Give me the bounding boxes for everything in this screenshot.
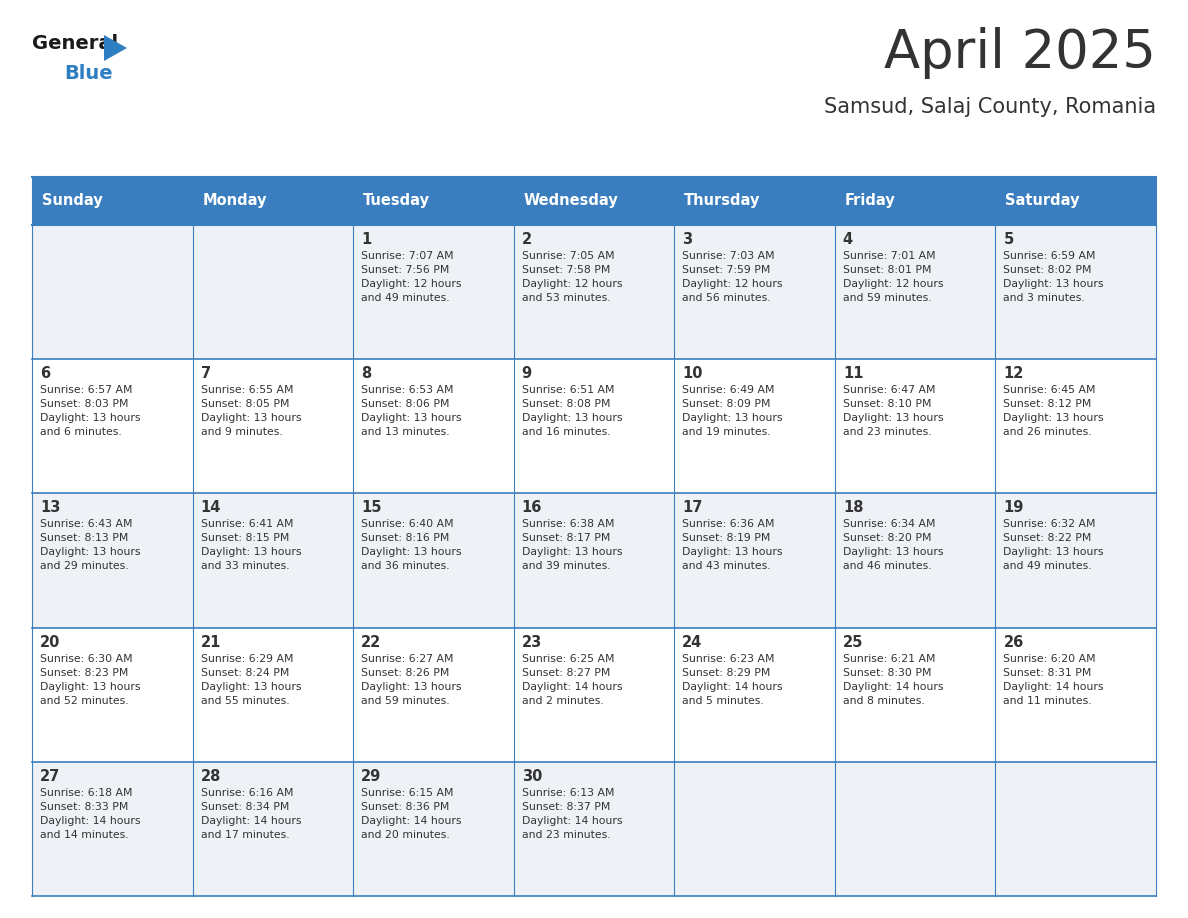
Text: 2: 2: [522, 232, 532, 247]
Text: 29: 29: [361, 768, 381, 784]
Text: Monday: Monday: [203, 194, 267, 208]
Text: 3: 3: [682, 232, 693, 247]
Text: Sunrise: 6:16 AM
Sunset: 8:34 PM
Daylight: 14 hours
and 17 minutes.: Sunrise: 6:16 AM Sunset: 8:34 PM Dayligh…: [201, 788, 301, 840]
Text: 22: 22: [361, 634, 381, 650]
Text: 8: 8: [361, 366, 372, 381]
Text: 25: 25: [842, 634, 864, 650]
Text: 11: 11: [842, 366, 864, 381]
Bar: [32, 493, 1156, 628]
Text: 23: 23: [522, 634, 542, 650]
Text: Sunrise: 6:47 AM
Sunset: 8:10 PM
Daylight: 13 hours
and 23 minutes.: Sunrise: 6:47 AM Sunset: 8:10 PM Dayligh…: [842, 386, 943, 437]
Text: 13: 13: [40, 500, 61, 515]
Text: Sunrise: 6:23 AM
Sunset: 8:29 PM
Daylight: 14 hours
and 5 minutes.: Sunrise: 6:23 AM Sunset: 8:29 PM Dayligh…: [682, 654, 783, 706]
Text: Sunrise: 6:13 AM
Sunset: 8:37 PM
Daylight: 14 hours
and 23 minutes.: Sunrise: 6:13 AM Sunset: 8:37 PM Dayligh…: [522, 788, 623, 840]
Text: Sunrise: 6:27 AM
Sunset: 8:26 PM
Daylight: 13 hours
and 59 minutes.: Sunrise: 6:27 AM Sunset: 8:26 PM Dayligh…: [361, 654, 462, 706]
Text: Saturday: Saturday: [1005, 194, 1080, 208]
Text: Sunrise: 6:40 AM
Sunset: 8:16 PM
Daylight: 13 hours
and 36 minutes.: Sunrise: 6:40 AM Sunset: 8:16 PM Dayligh…: [361, 520, 462, 571]
Text: Sunrise: 6:49 AM
Sunset: 8:09 PM
Daylight: 13 hours
and 19 minutes.: Sunrise: 6:49 AM Sunset: 8:09 PM Dayligh…: [682, 386, 783, 437]
Text: Sunrise: 6:41 AM
Sunset: 8:15 PM
Daylight: 13 hours
and 33 minutes.: Sunrise: 6:41 AM Sunset: 8:15 PM Dayligh…: [201, 520, 301, 571]
Text: 16: 16: [522, 500, 542, 515]
Text: Sunrise: 6:34 AM
Sunset: 8:20 PM
Daylight: 13 hours
and 46 minutes.: Sunrise: 6:34 AM Sunset: 8:20 PM Dayligh…: [842, 520, 943, 571]
Text: 1: 1: [361, 232, 372, 247]
Bar: [32, 225, 1156, 359]
Text: Sunrise: 6:38 AM
Sunset: 8:17 PM
Daylight: 13 hours
and 39 minutes.: Sunrise: 6:38 AM Sunset: 8:17 PM Dayligh…: [522, 520, 623, 571]
Text: Samsud, Salaj County, Romania: Samsud, Salaj County, Romania: [823, 97, 1156, 117]
Text: Sunrise: 6:25 AM
Sunset: 8:27 PM
Daylight: 14 hours
and 2 minutes.: Sunrise: 6:25 AM Sunset: 8:27 PM Dayligh…: [522, 654, 623, 706]
Text: Sunrise: 7:03 AM
Sunset: 7:59 PM
Daylight: 12 hours
and 56 minutes.: Sunrise: 7:03 AM Sunset: 7:59 PM Dayligh…: [682, 251, 783, 303]
Text: 10: 10: [682, 366, 703, 381]
Text: 26: 26: [1004, 634, 1024, 650]
Text: 18: 18: [842, 500, 864, 515]
Text: 17: 17: [682, 500, 702, 515]
Text: Sunrise: 6:59 AM
Sunset: 8:02 PM
Daylight: 13 hours
and 3 minutes.: Sunrise: 6:59 AM Sunset: 8:02 PM Dayligh…: [1004, 251, 1104, 303]
Text: Sunrise: 6:29 AM
Sunset: 8:24 PM
Daylight: 13 hours
and 55 minutes.: Sunrise: 6:29 AM Sunset: 8:24 PM Dayligh…: [201, 654, 301, 706]
Polygon shape: [105, 35, 127, 61]
Text: Sunrise: 7:07 AM
Sunset: 7:56 PM
Daylight: 12 hours
and 49 minutes.: Sunrise: 7:07 AM Sunset: 7:56 PM Dayligh…: [361, 251, 462, 303]
Text: 20: 20: [40, 634, 61, 650]
Text: 14: 14: [201, 500, 221, 515]
Text: Sunrise: 6:36 AM
Sunset: 8:19 PM
Daylight: 13 hours
and 43 minutes.: Sunrise: 6:36 AM Sunset: 8:19 PM Dayligh…: [682, 520, 783, 571]
Text: April 2025: April 2025: [884, 27, 1156, 79]
Text: 30: 30: [522, 768, 542, 784]
Text: Sunrise: 6:32 AM
Sunset: 8:22 PM
Daylight: 13 hours
and 49 minutes.: Sunrise: 6:32 AM Sunset: 8:22 PM Dayligh…: [1004, 520, 1104, 571]
Text: Sunrise: 6:21 AM
Sunset: 8:30 PM
Daylight: 14 hours
and 8 minutes.: Sunrise: 6:21 AM Sunset: 8:30 PM Dayligh…: [842, 654, 943, 706]
Text: 24: 24: [682, 634, 702, 650]
Bar: [32, 762, 1156, 896]
Text: Sunrise: 6:45 AM
Sunset: 8:12 PM
Daylight: 13 hours
and 26 minutes.: Sunrise: 6:45 AM Sunset: 8:12 PM Dayligh…: [1004, 386, 1104, 437]
Text: 15: 15: [361, 500, 381, 515]
Text: 12: 12: [1004, 366, 1024, 381]
Text: Friday: Friday: [845, 194, 896, 208]
Text: Tuesday: Tuesday: [364, 194, 430, 208]
Text: Wednesday: Wednesday: [524, 194, 619, 208]
Text: 7: 7: [201, 366, 210, 381]
Text: 21: 21: [201, 634, 221, 650]
Bar: [32, 177, 1156, 225]
Text: Sunday: Sunday: [42, 194, 102, 208]
Bar: [32, 628, 1156, 762]
Text: Sunrise: 6:57 AM
Sunset: 8:03 PM
Daylight: 13 hours
and 6 minutes.: Sunrise: 6:57 AM Sunset: 8:03 PM Dayligh…: [40, 386, 140, 437]
Text: General: General: [32, 34, 118, 53]
Text: Sunrise: 6:15 AM
Sunset: 8:36 PM
Daylight: 14 hours
and 20 minutes.: Sunrise: 6:15 AM Sunset: 8:36 PM Dayligh…: [361, 788, 462, 840]
Bar: [32, 359, 1156, 493]
Text: Sunrise: 6:53 AM
Sunset: 8:06 PM
Daylight: 13 hours
and 13 minutes.: Sunrise: 6:53 AM Sunset: 8:06 PM Dayligh…: [361, 386, 462, 437]
Text: 28: 28: [201, 768, 221, 784]
Text: Sunrise: 7:05 AM
Sunset: 7:58 PM
Daylight: 12 hours
and 53 minutes.: Sunrise: 7:05 AM Sunset: 7:58 PM Dayligh…: [522, 251, 623, 303]
Text: 9: 9: [522, 366, 532, 381]
Text: Thursday: Thursday: [684, 194, 760, 208]
Text: Sunrise: 6:30 AM
Sunset: 8:23 PM
Daylight: 13 hours
and 52 minutes.: Sunrise: 6:30 AM Sunset: 8:23 PM Dayligh…: [40, 654, 140, 706]
Text: 19: 19: [1004, 500, 1024, 515]
Text: Sunrise: 6:20 AM
Sunset: 8:31 PM
Daylight: 14 hours
and 11 minutes.: Sunrise: 6:20 AM Sunset: 8:31 PM Dayligh…: [1004, 654, 1104, 706]
Text: Sunrise: 6:51 AM
Sunset: 8:08 PM
Daylight: 13 hours
and 16 minutes.: Sunrise: 6:51 AM Sunset: 8:08 PM Dayligh…: [522, 386, 623, 437]
Text: 4: 4: [842, 232, 853, 247]
Text: 27: 27: [40, 768, 61, 784]
Text: Blue: Blue: [64, 64, 113, 83]
Text: Sunrise: 7:01 AM
Sunset: 8:01 PM
Daylight: 12 hours
and 59 minutes.: Sunrise: 7:01 AM Sunset: 8:01 PM Dayligh…: [842, 251, 943, 303]
Text: Sunrise: 6:43 AM
Sunset: 8:13 PM
Daylight: 13 hours
and 29 minutes.: Sunrise: 6:43 AM Sunset: 8:13 PM Dayligh…: [40, 520, 140, 571]
Text: 6: 6: [40, 366, 50, 381]
Text: Sunrise: 6:18 AM
Sunset: 8:33 PM
Daylight: 14 hours
and 14 minutes.: Sunrise: 6:18 AM Sunset: 8:33 PM Dayligh…: [40, 788, 140, 840]
Text: 5: 5: [1004, 232, 1013, 247]
Text: Sunrise: 6:55 AM
Sunset: 8:05 PM
Daylight: 13 hours
and 9 minutes.: Sunrise: 6:55 AM Sunset: 8:05 PM Dayligh…: [201, 386, 301, 437]
